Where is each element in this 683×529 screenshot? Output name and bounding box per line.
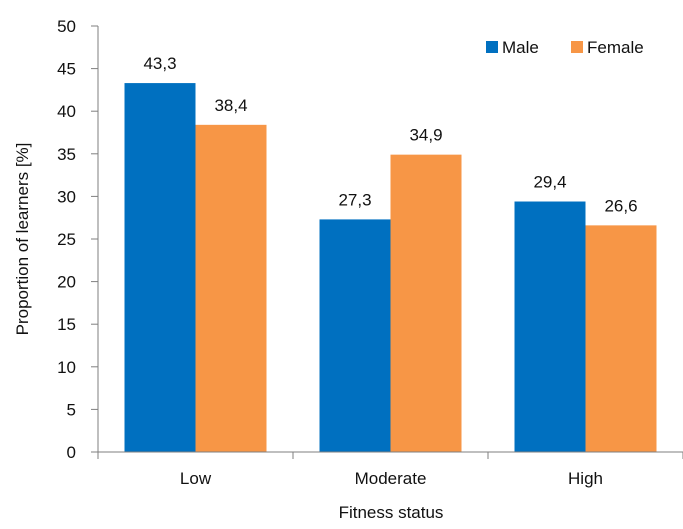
x-category-label: High xyxy=(568,469,603,488)
legend-label-male: Male xyxy=(502,38,539,57)
x-axis-ticks: Low Moderate High xyxy=(97,452,683,488)
y-tick-label: 35 xyxy=(57,145,76,164)
bar-male-high xyxy=(514,201,586,452)
bars-layer xyxy=(124,83,657,453)
y-tick-label: 45 xyxy=(57,60,76,79)
data-label: 26,6 xyxy=(604,196,637,215)
y-tick-label: 10 xyxy=(57,358,76,377)
y-tick-label: 5 xyxy=(67,400,76,419)
x-axis-title: Fitness status xyxy=(339,503,444,522)
data-labels-layer: 43,3 38,4 27,3 34,9 29,4 26,6 xyxy=(143,54,637,215)
y-axis-title: Proportion of learners [%] xyxy=(13,143,32,336)
y-tick-label: 15 xyxy=(57,315,76,334)
y-tick-label: 40 xyxy=(57,102,76,121)
legend-swatch-male xyxy=(486,41,498,53)
y-tick-label: 50 xyxy=(57,17,76,36)
legend-swatch-female xyxy=(571,41,583,53)
x-category-label: Low xyxy=(180,469,212,488)
legend: Male Female xyxy=(486,38,644,57)
bar-female-high xyxy=(585,225,657,452)
data-label: 38,4 xyxy=(214,96,247,115)
x-category-label: Moderate xyxy=(355,469,427,488)
bar-female-low xyxy=(195,124,267,452)
y-tick-label: 0 xyxy=(67,443,76,462)
bar-male-low xyxy=(124,83,196,453)
data-label: 34,9 xyxy=(409,126,442,145)
y-tick-label: 25 xyxy=(57,230,76,249)
legend-label-female: Female xyxy=(587,38,644,57)
data-label: 43,3 xyxy=(143,54,176,73)
data-label: 27,3 xyxy=(338,190,371,209)
bar-female-moderate xyxy=(390,154,462,453)
y-axis-ticks: 0 5 10 15 20 25 30 35 40 45 50 xyxy=(57,17,98,462)
bar-male-moderate xyxy=(319,219,391,452)
y-tick-label: 30 xyxy=(57,187,76,206)
data-label: 29,4 xyxy=(533,173,566,192)
y-tick-label: 20 xyxy=(57,273,76,292)
